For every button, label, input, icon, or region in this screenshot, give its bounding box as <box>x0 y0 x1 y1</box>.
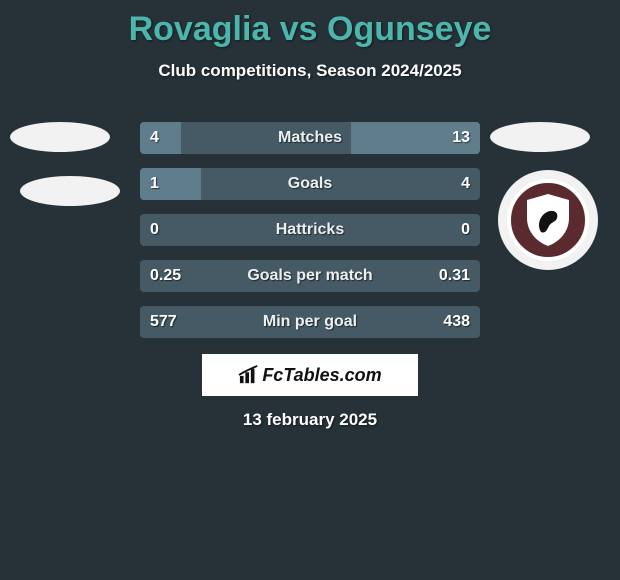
shield-icon <box>523 192 573 248</box>
stat-value-left: 1 <box>150 168 159 200</box>
stat-row: Goals per match0.25 0.31 <box>140 260 480 292</box>
stat-value-left: 0.25 <box>150 260 181 292</box>
team-left-logo-1 <box>10 122 110 152</box>
stat-row: Matches4 13 <box>140 122 480 154</box>
stat-value-right: 4 <box>461 168 470 200</box>
team-right-logo-1 <box>490 122 590 152</box>
stat-label: Goals <box>140 168 480 200</box>
stat-row: Min per goal577 438 <box>140 306 480 338</box>
date-label: 13 february 2025 <box>0 410 620 430</box>
stat-row: Hattricks0 0 <box>140 214 480 246</box>
stat-value-right: 438 <box>443 306 470 338</box>
team-right-badge <box>498 170 598 270</box>
stat-value-left: 577 <box>150 306 177 338</box>
bar-chart-icon <box>238 365 260 385</box>
brand-box: FcTables.com <box>202 354 418 396</box>
page-title: Rovaglia vs Ogunseye <box>0 0 620 49</box>
brand-text: FcTables.com <box>262 365 381 386</box>
stat-label: Goals per match <box>140 260 480 292</box>
stat-value-left: 0 <box>150 214 159 246</box>
team-left-logo-2 <box>20 176 120 206</box>
stat-label: Hattricks <box>140 214 480 246</box>
stat-value-right: 13 <box>452 122 470 154</box>
stat-row: Goals1 4 <box>140 168 480 200</box>
stat-label: Matches <box>140 122 480 154</box>
stats-table: Matches413Goals14Hattricks00Goals per ma… <box>140 122 480 352</box>
stat-value-right: 0 <box>461 214 470 246</box>
stat-label: Min per goal <box>140 306 480 338</box>
subtitle: Club competitions, Season 2024/2025 <box>0 61 620 81</box>
stat-value-left: 4 <box>150 122 159 154</box>
stat-value-right: 0.31 <box>439 260 470 292</box>
team-right-badge-inner <box>507 179 589 261</box>
